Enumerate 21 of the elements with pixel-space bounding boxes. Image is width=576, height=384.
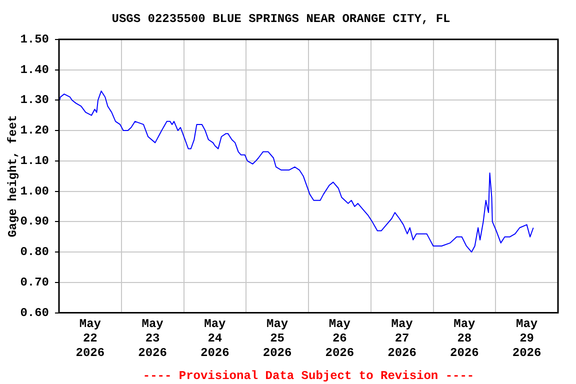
y-tick-label: 1.00 [20, 184, 49, 198]
x-tick-label: May 25 2026 [262, 317, 292, 360]
y-tick-label: 1.20 [20, 124, 49, 138]
y-tick-label: 1.10 [20, 154, 49, 168]
chart-title: USGS 02235500 BLUE SPRINGS NEAR ORANGE CITY, FL [112, 12, 450, 26]
y-tick-label: 1.50 [20, 32, 49, 46]
x-tick-label: May 24 2026 [200, 317, 230, 360]
y-tick-label: 0.60 [20, 306, 49, 320]
text: ---- Provisional Data Subject to Revision ---- [142, 369, 474, 383]
y-tick-label: 0.80 [20, 245, 49, 260]
x-tick-label: May 28 2026 [450, 317, 479, 360]
x-tick-label: May 27 2026 [388, 317, 416, 360]
y-tick-label: 1.30 [20, 93, 49, 108]
x-tick-label: May 26 2026 [325, 317, 354, 360]
y-axis-title: Gage height, feet [6, 114, 20, 238]
x-tick-label: May 22 2026 [76, 317, 105, 360]
y-tick-label: 0.90 [20, 214, 49, 229]
y-tick-label: 0.70 [20, 275, 49, 290]
y-tick-label: 1.40 [20, 62, 49, 77]
x-tick-label: May 29 2026 [512, 317, 542, 360]
x-tick-label: May 23 2026 [138, 317, 167, 360]
